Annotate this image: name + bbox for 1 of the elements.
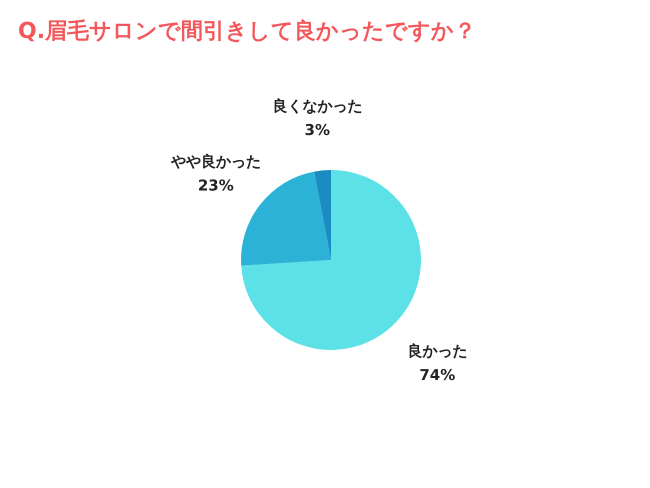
title: Q.眉毛サロンで間引きして良かったですか？ (18, 19, 476, 44)
